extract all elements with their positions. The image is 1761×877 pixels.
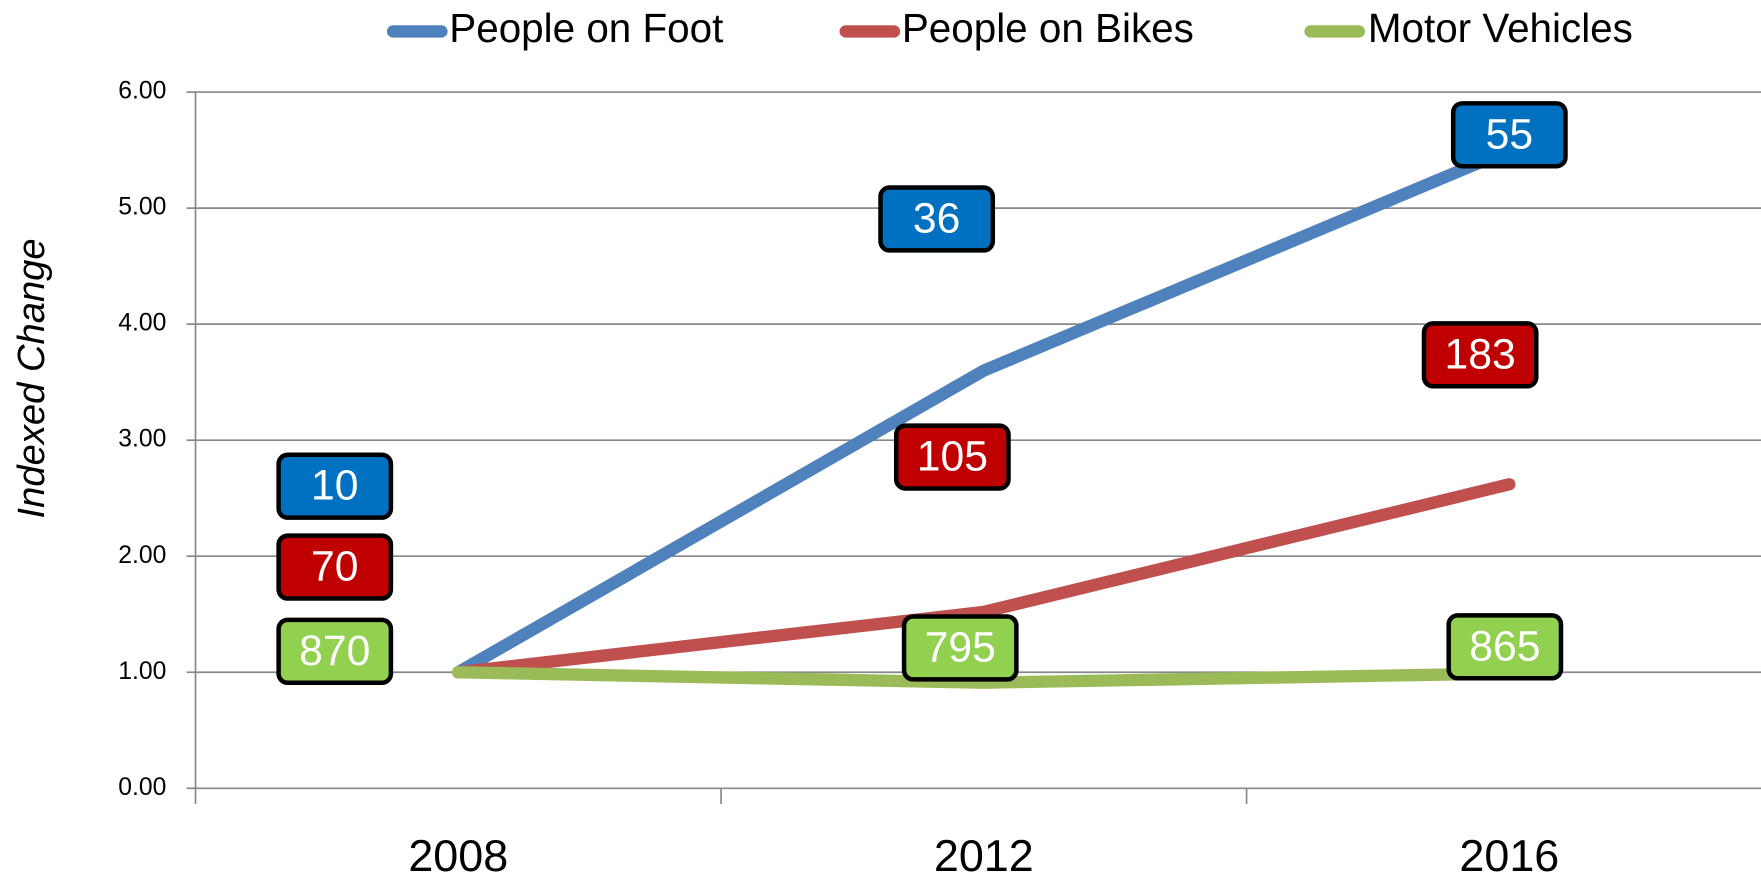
x-tick-label: 2016	[1459, 830, 1559, 877]
label-box	[276, 452, 394, 520]
y-tick-label: 2.00	[118, 542, 166, 569]
y-tick-label: 1.00	[118, 658, 166, 685]
data-label: 795	[925, 623, 996, 671]
label-box	[878, 185, 996, 253]
label-box	[901, 614, 1019, 682]
y-tick-label: 3.00	[118, 426, 166, 453]
y-tick-label: 4.00	[118, 310, 166, 337]
y-axis-title: Indexed Change	[10, 238, 53, 518]
data-label: 10	[311, 462, 358, 510]
y-tick-label: 5.00	[118, 194, 166, 221]
data-label: 865	[1469, 622, 1540, 670]
label-box	[893, 423, 1011, 491]
x-tick-label: 2008	[408, 830, 508, 877]
data-label: 183	[1445, 330, 1516, 378]
label-box	[276, 617, 394, 685]
label-box	[1446, 613, 1564, 681]
label-box	[1450, 101, 1568, 169]
legend-label: People on Foot	[449, 5, 723, 51]
legend-label: Motor Vehicles	[1368, 5, 1633, 51]
data-label: 36	[913, 194, 960, 242]
data-label: 870	[299, 627, 370, 675]
data-label: 55	[1486, 110, 1533, 158]
y-tick-label: 0.00	[118, 774, 166, 801]
x-tick-label: 2012	[934, 830, 1034, 877]
label-box	[276, 533, 394, 601]
data-label: 105	[917, 433, 988, 481]
label-box	[1421, 321, 1539, 389]
data-label: 70	[311, 543, 358, 591]
series-line	[452, 143, 1516, 679]
series-line	[452, 478, 1516, 679]
y-tick-label: 6.00	[118, 78, 166, 105]
legend-label: People on Bikes	[902, 5, 1194, 51]
series-line	[452, 666, 1516, 689]
